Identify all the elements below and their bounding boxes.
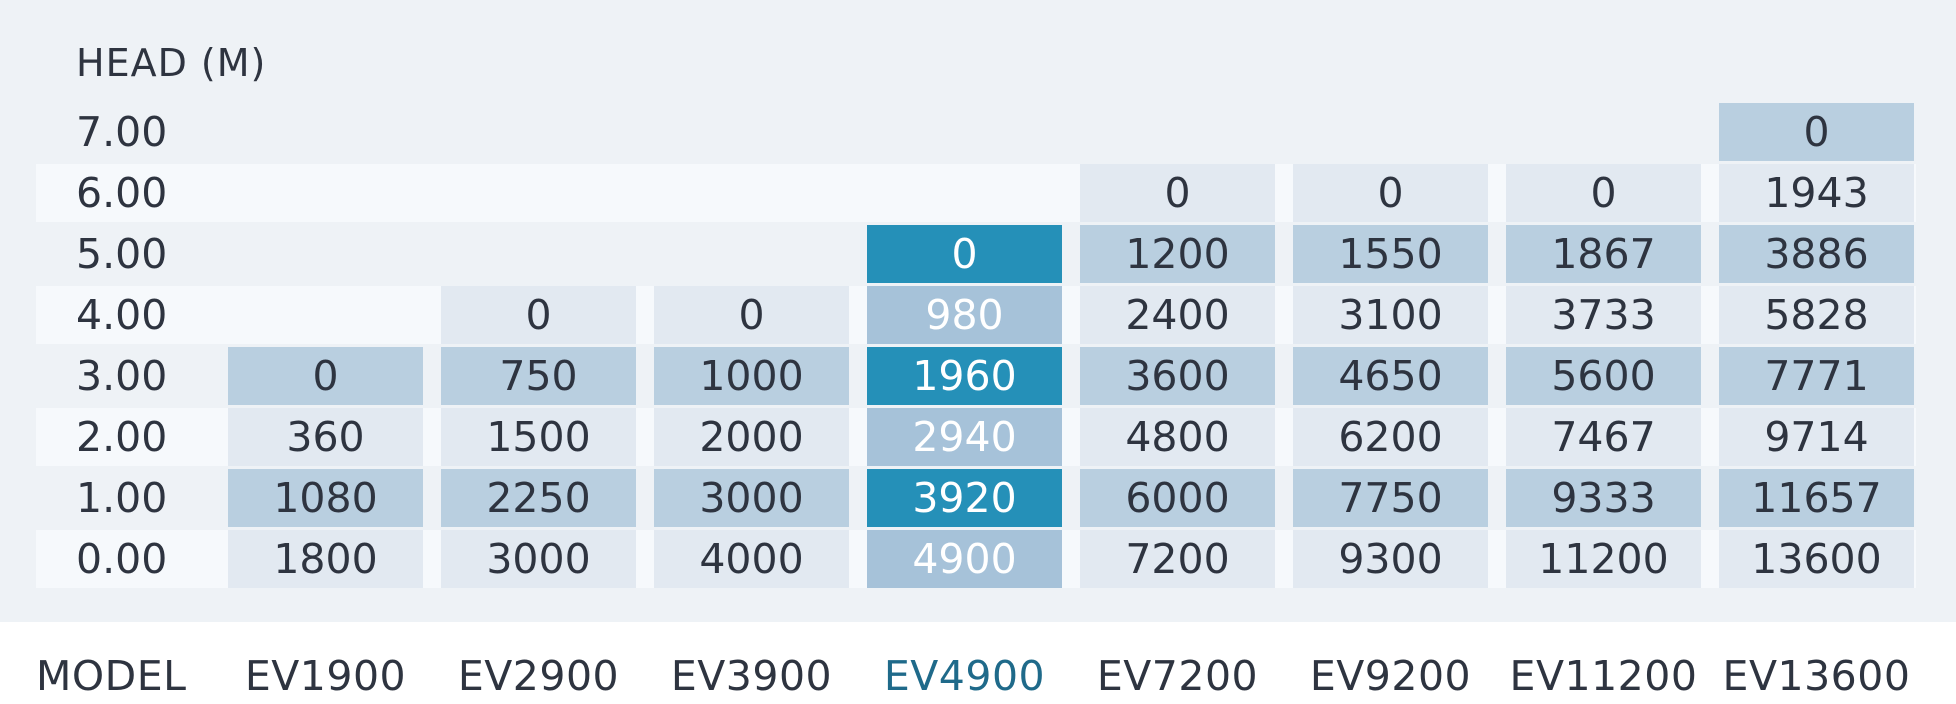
model-label: EV1900 — [244, 651, 407, 700]
model-label: EV13600 — [1722, 651, 1911, 700]
flow-value-cell: 0 — [654, 286, 849, 344]
head-tick-label: 4.00 — [76, 290, 168, 339]
flow-value-cell: 1800 — [228, 530, 423, 588]
flow-value-cell: 1500 — [441, 408, 636, 466]
head-tick-label: 6.00 — [76, 168, 168, 217]
flow-value-cell: 1000 — [654, 347, 849, 405]
flow-value-cell: 3000 — [441, 530, 636, 588]
flow-value-cell: 360 — [228, 408, 423, 466]
head-tick-label: 0.00 — [76, 534, 168, 583]
flow-value-cell: 7467 — [1506, 408, 1701, 466]
flow-value-cell: 0 — [1293, 164, 1488, 222]
flow-value-cell: 1960 — [867, 347, 1062, 405]
model-label: EV3900 — [670, 651, 833, 700]
flow-value-cell: 6000 — [1080, 469, 1275, 527]
head-axis-label: HEAD (M) — [76, 41, 267, 85]
flow-value-cell: 0 — [1080, 164, 1275, 222]
flow-value-cell: 4650 — [1293, 347, 1488, 405]
flow-value-cell: 7771 — [1719, 347, 1914, 405]
flow-value-cell: 1080 — [228, 469, 423, 527]
flow-value-cell: 0 — [1506, 164, 1701, 222]
flow-value-cell: 11200 — [1506, 530, 1701, 588]
flow-value-cell: 980 — [867, 286, 1062, 344]
model-label: EV4900 — [883, 651, 1046, 700]
flow-value-cell: 1943 — [1719, 164, 1914, 222]
flow-value-cell: 9333 — [1506, 469, 1701, 527]
flow-value-cell: 0 — [441, 286, 636, 344]
flow-value-cell: 4000 — [654, 530, 849, 588]
flow-value-cell: 4800 — [1080, 408, 1275, 466]
flow-value-cell: 3733 — [1506, 286, 1701, 344]
flow-value-cell: 750 — [441, 347, 636, 405]
head-tick-label: 5.00 — [76, 229, 168, 278]
flow-value-cell: 2000 — [654, 408, 849, 466]
flow-value-cell: 6200 — [1293, 408, 1488, 466]
head-tick-label: 3.00 — [76, 351, 168, 400]
flow-value-cell: 1550 — [1293, 225, 1488, 283]
head-tick-label: 2.00 — [76, 412, 168, 461]
head-tick-label: 1.00 — [76, 473, 168, 522]
flow-value-cell: 3100 — [1293, 286, 1488, 344]
flow-value-cell: 7750 — [1293, 469, 1488, 527]
model-label: EV9200 — [1309, 651, 1472, 700]
flow-value-cell: 0 — [228, 347, 423, 405]
flow-value-cell: 1867 — [1506, 225, 1701, 283]
flow-value-cell: 9300 — [1293, 530, 1488, 588]
model-label: EV2900 — [457, 651, 620, 700]
flow-value-cell: 3600 — [1080, 347, 1275, 405]
flow-value-cell: 0 — [1719, 103, 1914, 161]
flow-value-cell: 3000 — [654, 469, 849, 527]
flow-value-cell: 4900 — [867, 530, 1062, 588]
flow-value-cell: 2940 — [867, 408, 1062, 466]
model-label: EV7200 — [1096, 651, 1259, 700]
model-label: EV11200 — [1509, 651, 1698, 700]
flow-value-cell: 2250 — [441, 469, 636, 527]
flow-value-cell: 1200 — [1080, 225, 1275, 283]
flow-value-cell: 7200 — [1080, 530, 1275, 588]
flow-value-cell: 13600 — [1719, 530, 1914, 588]
flow-value-cell: 9714 — [1719, 408, 1914, 466]
flow-value-cell: 3886 — [1719, 225, 1914, 283]
flow-value-cell: 11657 — [1719, 469, 1914, 527]
flow-value-cell: 2400 — [1080, 286, 1275, 344]
flow-value-cell: 3920 — [867, 469, 1062, 527]
flow-value-cell: 5600 — [1506, 347, 1701, 405]
flow-value-cell: 5828 — [1719, 286, 1914, 344]
flow-value-cell: 0 — [867, 225, 1062, 283]
head-tick-label: 7.00 — [76, 107, 168, 156]
model-axis-label: MODEL — [36, 651, 187, 700]
